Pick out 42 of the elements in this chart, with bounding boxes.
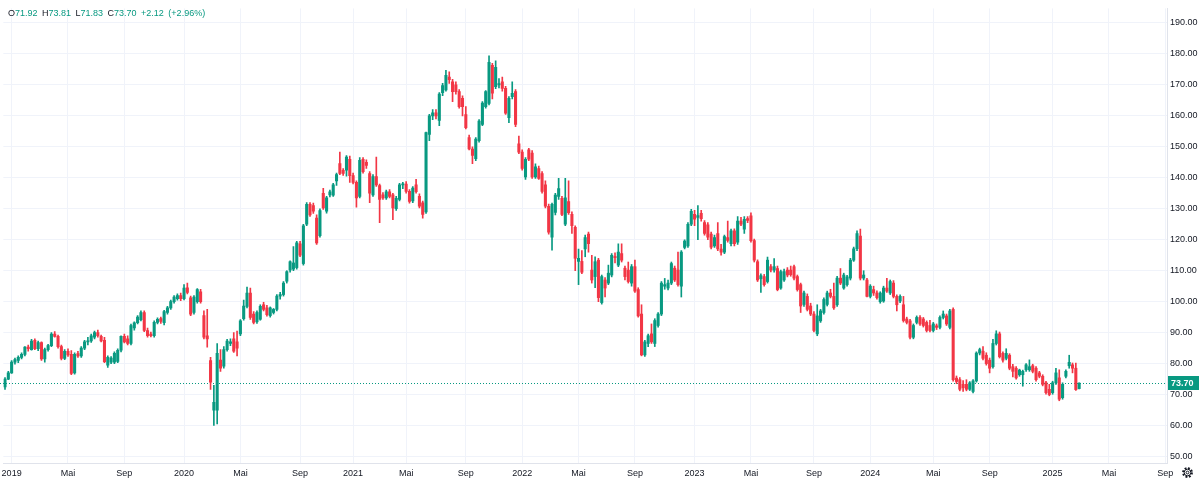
y-tick-label: 70.00: [1170, 389, 1193, 400]
x-tick-label: Sep: [1157, 467, 1174, 478]
y-tick-label: 160.00: [1170, 110, 1198, 121]
y-tick-label: 120.00: [1170, 234, 1198, 245]
x-tick-label: Mai: [926, 467, 941, 478]
candlestick: [759, 273, 763, 293]
x-tick-label: 2023: [684, 467, 705, 478]
x-tick-label: 2019: [1, 467, 22, 478]
text: O71.92 H73.81 L71.83 C73.70 +2.12 (+2.96%): [8, 8, 206, 19]
y-tick-label: 90.00: [1170, 327, 1193, 338]
x-tick-label: Sep: [981, 467, 998, 478]
x-tick-label: 2020: [174, 467, 195, 478]
x-tick-label: Sep: [292, 467, 309, 478]
y-tick-label: 100.00: [1170, 296, 1198, 307]
x-tick-label: Mai: [1101, 467, 1117, 478]
x-tick-label: Sep: [116, 467, 133, 478]
y-tick-label: 80.00: [1170, 358, 1193, 369]
x-tick-label: Mai: [743, 467, 759, 478]
x-tick-label: Mai: [398, 467, 414, 478]
candlestick: [726, 220, 730, 243]
x-tick-label: 2021: [343, 467, 364, 478]
y-tick-label: 130.00: [1170, 203, 1198, 214]
y-tick-label: 50.00: [1170, 450, 1193, 461]
y-tick-label: 110.00: [1170, 265, 1197, 276]
ref-line-label: 73.70: [1171, 377, 1194, 388]
x-tick-label: Sep: [457, 467, 474, 478]
y-tick-label: 140.00: [1170, 172, 1198, 183]
y-tick-label: 150.00: [1170, 141, 1198, 152]
x-tick-label: 2025: [1042, 467, 1063, 478]
y-tick-label: 190.00: [1170, 17, 1198, 28]
x-tick-label: Mai: [60, 467, 76, 478]
y-tick-label: 60.00: [1170, 420, 1193, 431]
candlestick: [613, 252, 617, 264]
x-tick-label: Mai: [571, 467, 586, 478]
y-tick-label: 180.00: [1170, 48, 1198, 59]
candlestick: [696, 205, 700, 241]
x-tick-label: 2024: [860, 467, 881, 478]
y-tick-label: 170.00: [1170, 79, 1198, 90]
x-tick-label: Mai: [233, 467, 248, 478]
x-tick-label: Sep: [626, 467, 643, 478]
x-tick-label: Sep: [805, 467, 822, 478]
x-tick-label: 2022: [512, 467, 533, 478]
